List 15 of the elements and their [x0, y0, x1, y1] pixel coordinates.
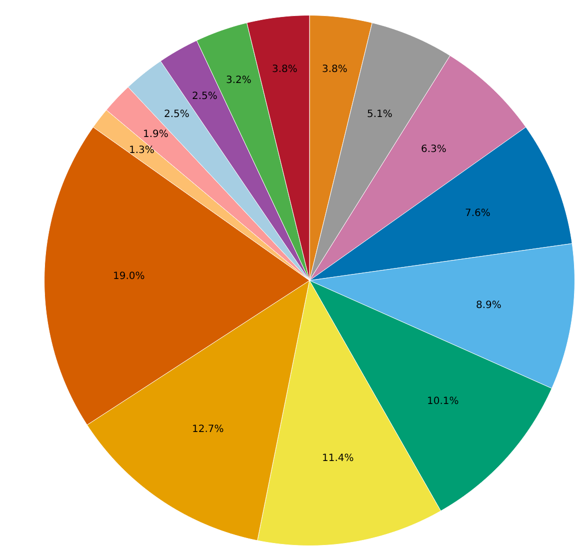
data-label: 7.6%: [465, 208, 490, 219]
data-label: 2.5%: [164, 109, 190, 120]
data-label: 19.0%: [113, 271, 145, 282]
data-label: 2.5%: [192, 91, 218, 102]
data-label: 8.9%: [476, 300, 502, 311]
data-label: 11.4%: [322, 453, 354, 464]
data-label: 3.8%: [322, 64, 348, 75]
data-label: 3.2%: [226, 75, 252, 86]
data-label: 12.7%: [192, 424, 224, 435]
data-label: 1.9%: [143, 129, 168, 140]
data-label: 5.1%: [367, 109, 392, 120]
data-label: 1.3%: [129, 145, 154, 156]
data-label: 6.3%: [421, 144, 446, 155]
data-label: 3.8%: [272, 64, 298, 75]
data-label: 10.1%: [427, 396, 459, 407]
